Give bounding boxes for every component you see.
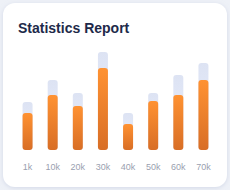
x-tick: 70k [196,162,211,172]
bar [198,80,208,150]
title: Statistics Report [18,20,130,36]
bar-back [198,63,208,150]
bars [23,52,209,150]
bar [48,95,58,150]
bar-back [73,93,83,150]
bar [148,101,158,150]
bar [23,113,33,150]
bar [173,95,183,150]
bar-back [48,80,58,150]
bar [123,124,133,150]
chart-svg: Statistics Report 1k 10k 20k 30k 40k 50k 60k 70k [0,0,230,190]
x-tick: 40k [121,162,136,172]
x-tick: 30k [96,162,111,172]
x-tick-label: 40k [121,162,136,172]
x-tick-label: 60k [171,162,186,172]
x-axis: 1k 10k 20k 30k 40k 50k 60k 70k [23,162,211,172]
bar-back [173,75,183,150]
chart-container: Statistics Report 1k 10k 20k 30k 40k 50k 60k 70k [0,0,230,190]
bar [73,106,83,150]
x-tick-label: 10k [45,162,60,172]
card [3,3,227,187]
x-tick: 1k [23,162,33,172]
x-tick: 10k [45,162,60,172]
x-tick-label: 20k [71,162,86,172]
bar-back [148,93,158,150]
x-tick-label: 50k [146,162,161,172]
x-tick-label: 30k [96,162,111,172]
x-tick-label: 1k [23,162,33,172]
bar-back [123,113,133,150]
x-tick: 20k [71,162,86,172]
x-tick: 50k [146,162,161,172]
bar-back [23,102,33,150]
x-tick-label: 70k [196,162,211,172]
bar-back [98,52,108,150]
bar [98,68,108,150]
x-tick: 60k [171,162,186,172]
